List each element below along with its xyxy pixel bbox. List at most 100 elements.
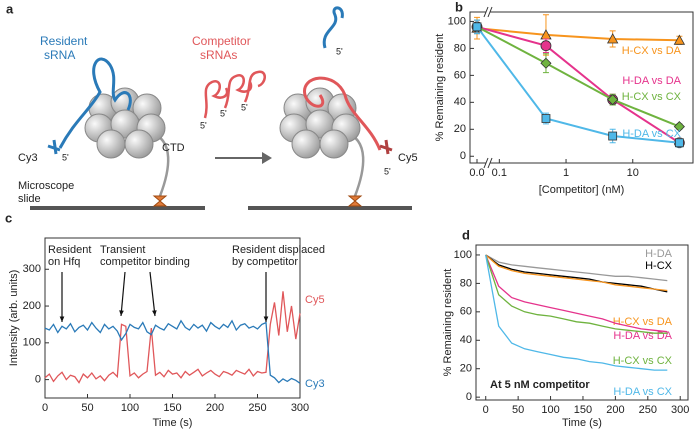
panel-label: b <box>455 0 463 14</box>
panel-c: c 0 100 200 300 0 50 100 150 200 250 300 Time (s) Int… <box>5 210 325 428</box>
x-tick-label: 50 <box>512 404 524 416</box>
marker <box>540 57 552 69</box>
panel-label: c <box>5 210 12 225</box>
released-rna <box>322 6 344 49</box>
arrow-head <box>262 152 272 164</box>
resident-label: Resident <box>40 34 88 48</box>
y-tick-label: 40 <box>460 334 472 346</box>
y-tick-label: 20 <box>460 363 472 375</box>
series-line <box>485 254 668 333</box>
marker <box>608 131 618 141</box>
series-label: H-CX vs DA <box>622 45 682 57</box>
panel-label: d <box>462 227 470 242</box>
y-tick-label: 0 <box>460 150 466 162</box>
five-prime: 5' <box>336 46 343 56</box>
series-line <box>485 254 668 293</box>
annotation: Transient <box>100 244 145 256</box>
y-tick-label: 100 <box>454 249 472 261</box>
y-tick-label: 60 <box>460 306 472 318</box>
x-tick-label: 0 <box>42 402 48 414</box>
y-tick-label: 20 <box>454 123 466 135</box>
x-tick-label: 100 <box>121 402 139 414</box>
arrow-head <box>59 316 65 322</box>
series-label: H-DA vs CX <box>622 128 681 140</box>
arrow-head <box>152 310 157 316</box>
series-label: H-DA vs DA <box>622 75 681 87</box>
series-line <box>476 26 680 144</box>
series-label: H-CX vs CX <box>613 355 673 367</box>
y-tick-label: 60 <box>454 69 466 81</box>
x-tick-label: 250 <box>639 404 657 416</box>
x-tick-label: 150 <box>574 404 592 416</box>
annotation-arrow <box>120 271 126 317</box>
break-mark <box>487 157 493 169</box>
series-line <box>44 291 301 384</box>
break-mark <box>483 157 489 169</box>
panel-label: a <box>6 1 14 16</box>
marker <box>606 33 619 44</box>
y-tick-label: 0 <box>35 374 41 386</box>
five-prime: 5' <box>200 120 207 130</box>
five-prime: 5' <box>384 166 391 176</box>
axes-frame <box>475 244 689 401</box>
series-label: H-CX <box>645 260 673 272</box>
tether <box>347 195 363 207</box>
marker <box>674 138 684 148</box>
x-tick-label: 200 <box>606 404 624 416</box>
arrow-head <box>263 316 269 322</box>
y-axis-label: Intensity (arb. units) <box>8 270 20 367</box>
five-prime: 5' <box>62 152 69 162</box>
y-tick-label: 0 <box>466 391 472 403</box>
marker <box>607 94 619 106</box>
axes-frame <box>469 11 694 164</box>
series-label: H-CX vs DA <box>613 316 673 328</box>
x-tick-label: 250 <box>248 402 266 414</box>
marker <box>541 114 551 123</box>
series-line <box>476 25 680 128</box>
competitor-label: Competitor <box>192 34 251 48</box>
x-axis-label: Time (s) <box>153 417 193 429</box>
x-tick-label: 0 <box>483 404 489 416</box>
marker <box>673 121 685 133</box>
bound-competitor <box>303 76 382 151</box>
resident-rna <box>58 57 132 149</box>
y-tick-label: 80 <box>454 42 466 54</box>
panel-a: a Resident sRNA Competitor sRNAs Cy3 5' … <box>6 1 418 210</box>
series-line <box>485 254 668 334</box>
series-label: Cy3 <box>305 378 325 390</box>
y-axis-label: % Remaining resident <box>442 269 454 377</box>
series-line <box>44 319 301 384</box>
y-tick-label: 80 <box>460 277 472 289</box>
y-axis-label: % Remaining resident <box>434 34 446 142</box>
competitor-rnas <box>203 70 266 119</box>
x-tick-label: 300 <box>291 402 309 414</box>
slide-label: Microscope <box>18 180 74 192</box>
annotation-arrow <box>149 271 156 317</box>
x-tick-label: 200 <box>206 402 224 414</box>
series-line <box>485 254 668 371</box>
break-mark <box>483 6 489 18</box>
x-tick-label: 1 <box>563 167 569 179</box>
hfq-right <box>279 87 361 159</box>
marker <box>540 40 552 52</box>
series-line <box>485 254 668 282</box>
annotation: Resident <box>48 244 91 256</box>
annotation: Resident displaced <box>232 244 325 256</box>
tether <box>152 195 168 207</box>
marker <box>673 34 686 45</box>
x-axis-label: Time (s) <box>562 417 602 429</box>
panel-d: d 0 20 40 60 80 100 0 50 100 150 200 250 300 Time (s)%… <box>442 227 689 428</box>
x-tick-label: 300 <box>671 404 689 416</box>
series-line <box>485 254 668 292</box>
annotation: on Hfq <box>48 256 80 268</box>
y-tick-label: 100 <box>23 337 41 349</box>
y-tick-label: 200 <box>23 300 41 312</box>
five-prime: 5' <box>241 102 248 112</box>
x-tick-label: 100 <box>541 404 559 416</box>
five-prime: 5' <box>220 108 227 118</box>
series-label: H-CX vs CX <box>622 91 682 103</box>
cy5-dye <box>379 139 393 155</box>
x-tick-label: 0.1 <box>492 167 507 179</box>
x-tick-label: 150 <box>163 402 181 414</box>
